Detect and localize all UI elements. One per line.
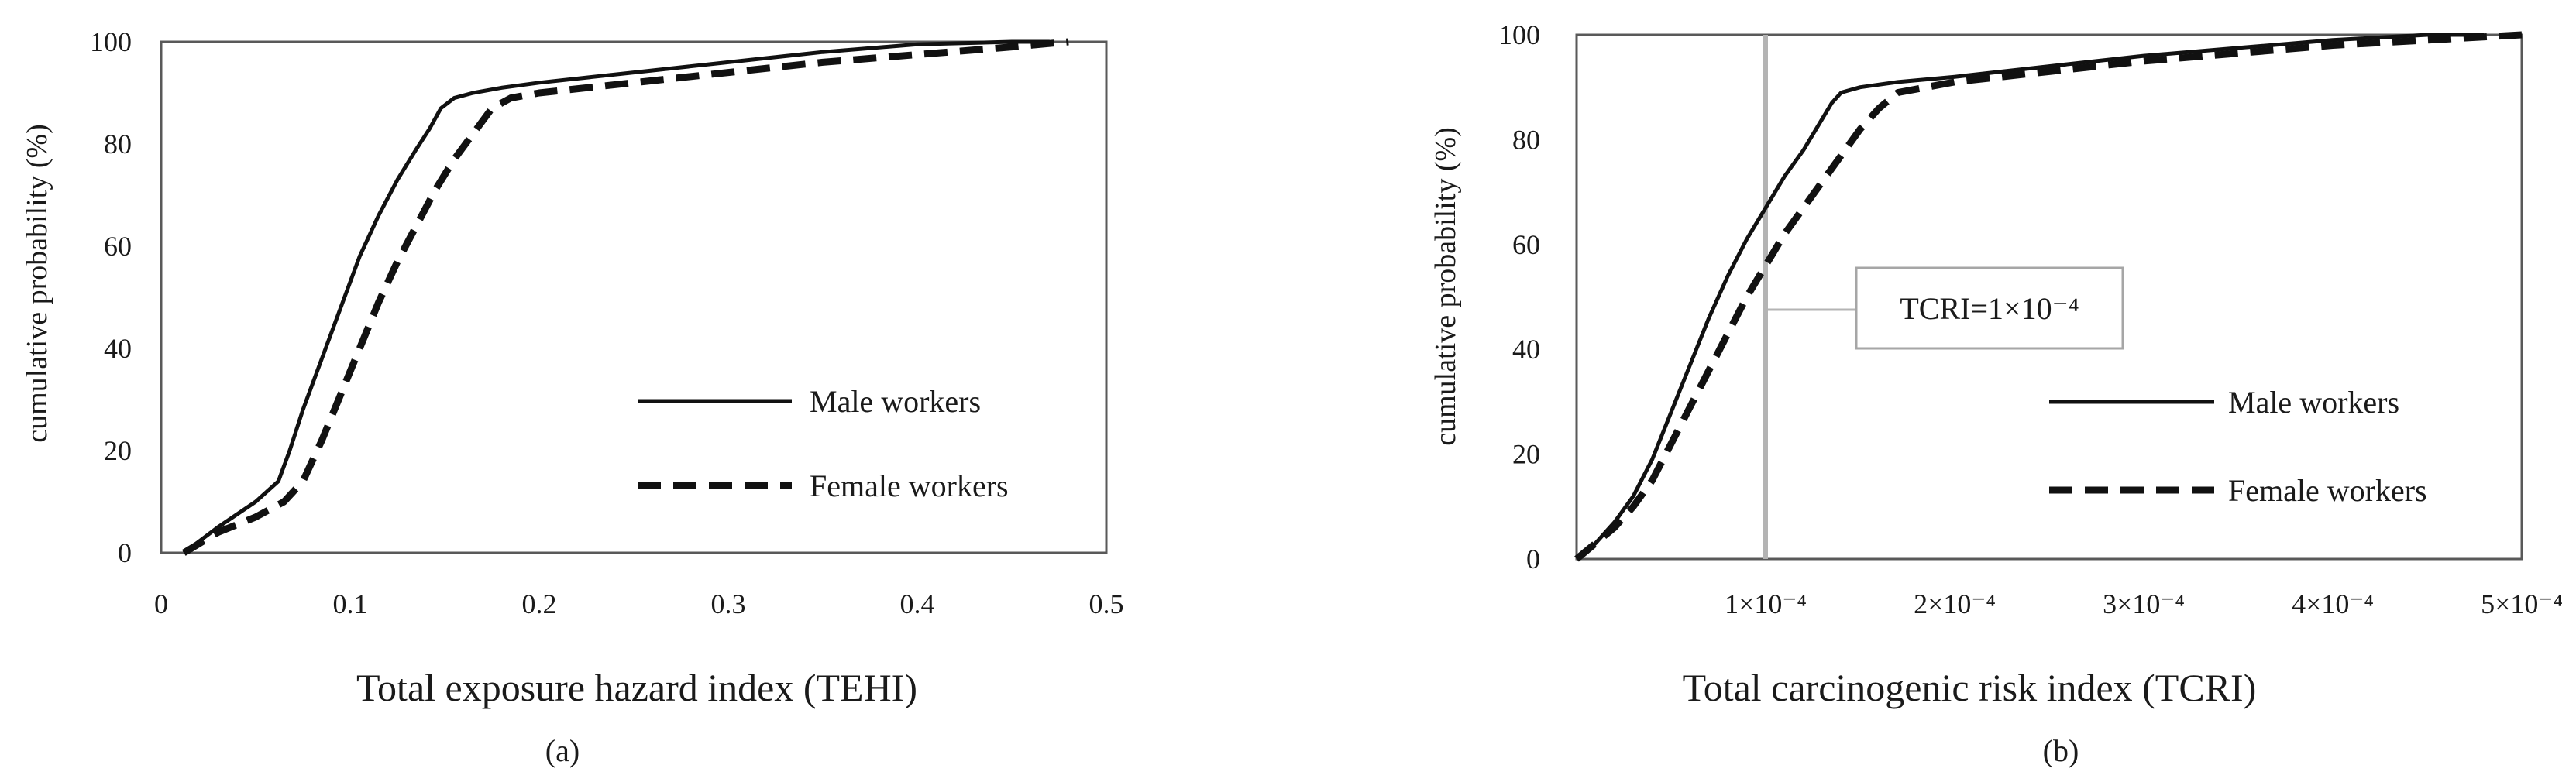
y-tick-label: 80 — [1512, 124, 1540, 155]
y-tick-label: 0 — [118, 537, 132, 568]
x-tick-label: 0.4 — [900, 588, 935, 619]
legend-label: Female workers — [2228, 473, 2427, 508]
x-tick-label: 0.2 — [522, 588, 557, 619]
y-tick-label: 60 — [1512, 229, 1540, 260]
x-tick-label: 1×10⁻⁴ — [1725, 588, 1807, 619]
annotation-label: TCRI=1×10⁻⁴ — [1900, 291, 2079, 326]
plot-area — [160, 40, 1108, 554]
legend-label: Male workers — [2228, 385, 2399, 420]
series-male-workers — [1575, 33, 2485, 561]
y-tick-label: 60 — [104, 231, 132, 262]
x-tick-label: 2×10⁻⁴ — [1914, 588, 1996, 619]
panel-b: cumulative probability (%) Total carcino… — [1429, 19, 2563, 768]
x-tick-label: 0 — [154, 588, 168, 619]
y-tick-label: 100 — [90, 26, 132, 57]
series-male-workers — [182, 39, 1050, 554]
y-tick-label: 0 — [1526, 544, 1540, 574]
x-tick-label: 4×10⁻⁴ — [2292, 588, 2374, 619]
series-female-workers — [181, 38, 1069, 556]
y-tick-label: 40 — [1512, 334, 1540, 365]
y-tick-label: 80 — [104, 129, 132, 159]
annotation-box — [1855, 266, 2124, 350]
y-axis-title: cumulative probability (%) — [21, 124, 53, 443]
panel-label: (b) — [2043, 733, 2079, 768]
panel-label: (a) — [545, 733, 580, 768]
x-axis-title: Total exposure hazard index (TEHI) — [356, 666, 917, 709]
series-female-workers — [1574, 31, 2523, 562]
plot-area — [1575, 33, 2523, 561]
x-tick-label: 5×10⁻⁴ — [2481, 588, 2563, 619]
legend-label: Female workers — [810, 468, 1009, 503]
y-axis-title: cumulative probability (%) — [1429, 127, 1462, 446]
x-tick-label: 0.3 — [711, 588, 746, 619]
x-tick-label: 0.1 — [333, 588, 368, 619]
panel-a: cumulative probability (%) Total exposur… — [21, 26, 1124, 768]
x-tick-label: 0.5 — [1089, 588, 1124, 619]
y-tick-label: 100 — [1498, 19, 1540, 50]
x-axis-title: Total carcinogenic risk index (TCRI) — [1683, 666, 2257, 709]
y-tick-label: 20 — [1512, 439, 1540, 470]
y-tick-label: 40 — [104, 333, 132, 364]
legend-label: Male workers — [810, 384, 981, 419]
y-tick-label: 20 — [104, 435, 132, 466]
x-tick-label: 3×10⁻⁴ — [2103, 588, 2185, 619]
